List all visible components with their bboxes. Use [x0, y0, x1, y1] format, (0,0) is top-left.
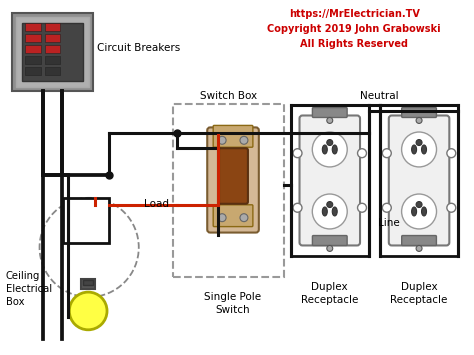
FancyBboxPatch shape — [207, 127, 259, 233]
Ellipse shape — [332, 145, 337, 154]
FancyBboxPatch shape — [389, 115, 449, 245]
Circle shape — [293, 203, 302, 212]
Bar — [25, 23, 41, 31]
Ellipse shape — [322, 145, 327, 154]
Bar — [25, 67, 41, 75]
Ellipse shape — [332, 207, 337, 216]
Ellipse shape — [411, 145, 417, 154]
Bar — [45, 67, 60, 75]
Text: Duplex
Receptacle: Duplex Receptacle — [301, 282, 358, 305]
Bar — [12, 13, 93, 91]
FancyBboxPatch shape — [401, 235, 437, 245]
Bar — [16, 17, 89, 87]
Bar — [380, 105, 458, 256]
Bar — [45, 34, 60, 42]
Ellipse shape — [411, 207, 417, 216]
Text: Line: Line — [378, 218, 400, 228]
FancyBboxPatch shape — [300, 115, 360, 245]
Circle shape — [383, 203, 391, 212]
Circle shape — [218, 136, 226, 144]
Circle shape — [327, 140, 333, 146]
FancyBboxPatch shape — [213, 125, 253, 147]
Circle shape — [401, 132, 437, 167]
Circle shape — [357, 203, 366, 212]
Ellipse shape — [421, 207, 427, 216]
Bar — [83, 280, 93, 285]
Ellipse shape — [322, 207, 327, 216]
Text: Single Pole
Switch: Single Pole Switch — [204, 292, 262, 315]
Bar — [22, 23, 83, 81]
Circle shape — [416, 202, 422, 208]
Circle shape — [447, 203, 456, 212]
Text: Ceiling
Electrical
Box: Ceiling Electrical Box — [6, 271, 52, 307]
FancyBboxPatch shape — [312, 108, 347, 118]
Circle shape — [327, 245, 333, 251]
Text: https://MrElectrician.TV
Copyright 2019 John Grabowski
All Rights Reserved: https://MrElectrician.TV Copyright 2019 … — [267, 9, 441, 49]
Bar — [25, 56, 41, 64]
Bar — [64, 198, 109, 244]
Circle shape — [240, 214, 248, 222]
Circle shape — [293, 149, 302, 158]
Circle shape — [416, 245, 422, 251]
Bar — [25, 45, 41, 53]
Text: Switch Box: Switch Box — [200, 91, 256, 100]
Circle shape — [240, 136, 248, 144]
Circle shape — [416, 140, 422, 146]
Circle shape — [357, 149, 366, 158]
Circle shape — [401, 194, 437, 229]
FancyBboxPatch shape — [312, 235, 347, 245]
Circle shape — [383, 149, 391, 158]
Bar — [45, 56, 60, 64]
Circle shape — [327, 118, 333, 124]
FancyBboxPatch shape — [213, 205, 253, 226]
Bar — [291, 105, 369, 256]
Text: Circuit Breakers: Circuit Breakers — [97, 43, 180, 53]
FancyBboxPatch shape — [401, 108, 437, 118]
Ellipse shape — [421, 145, 427, 154]
Bar — [81, 279, 95, 289]
Circle shape — [218, 214, 226, 222]
Text: Duplex
Receptacle: Duplex Receptacle — [391, 282, 448, 305]
FancyBboxPatch shape — [218, 148, 248, 204]
Bar — [25, 34, 41, 42]
Text: Load: Load — [144, 199, 169, 209]
Circle shape — [69, 292, 107, 330]
Bar — [45, 45, 60, 53]
Bar — [173, 104, 283, 277]
Circle shape — [327, 202, 333, 208]
Text: Neutral: Neutral — [360, 91, 398, 100]
Circle shape — [312, 194, 347, 229]
Circle shape — [447, 149, 456, 158]
Circle shape — [416, 118, 422, 124]
Circle shape — [312, 132, 347, 167]
Bar — [45, 23, 60, 31]
